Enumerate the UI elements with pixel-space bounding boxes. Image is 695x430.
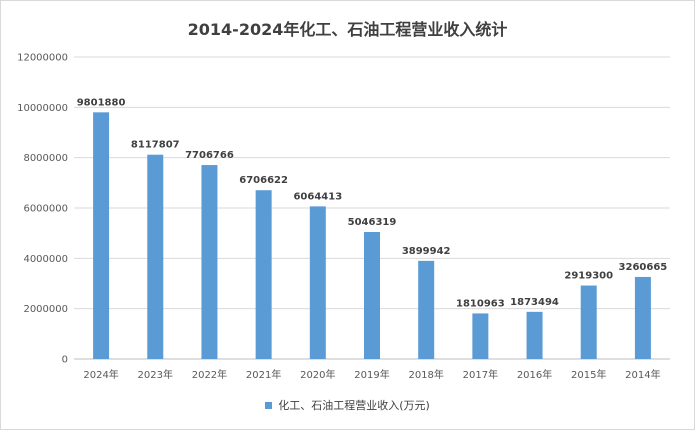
y-tick-label: 10000000 (17, 103, 68, 114)
data-label: 3260665 (619, 262, 668, 273)
x-tick-label: 2020年 (300, 368, 335, 381)
x-tick-label: 2017年 (463, 368, 498, 381)
y-tick-label: 12000000 (17, 53, 68, 64)
data-label: 2919300 (564, 271, 613, 282)
bar (364, 232, 380, 359)
bar (201, 165, 218, 359)
bar (472, 313, 489, 359)
y-tick-label: 4000000 (23, 254, 68, 265)
bar (526, 311, 543, 359)
y-tick-label: 8000000 (23, 153, 68, 164)
chart-legend: 化工、石油工程营业收入(万元) (0, 397, 695, 413)
chart-title: 2014-2024年化工、石油工程营业收入统计 (187, 20, 508, 39)
legend-swatch (265, 401, 273, 409)
bar (309, 206, 326, 359)
bar (634, 276, 651, 359)
bar (418, 260, 435, 359)
x-tick-label: 2019年 (354, 368, 389, 381)
data-label: 6064413 (293, 191, 342, 202)
data-label: 7706766 (185, 150, 234, 161)
bar (93, 112, 110, 359)
data-label: 8117807 (131, 140, 180, 151)
x-tick-label: 2024年 (83, 368, 118, 381)
x-tick-label: 2014年 (625, 368, 660, 381)
x-tick-label: 2021年 (246, 368, 281, 381)
data-label: 1810963 (456, 298, 505, 309)
x-tick-label: 2018年 (408, 368, 443, 381)
x-tick-label: 2015年 (571, 368, 606, 381)
data-label: 6706622 (239, 175, 288, 186)
x-tick-label: 2016年 (517, 368, 552, 381)
x-tick-label: 2023年 (138, 368, 173, 381)
y-tick-label: 2000000 (23, 304, 68, 315)
data-label: 5046319 (348, 217, 397, 228)
bar (580, 285, 597, 359)
data-label: 3899942 (402, 246, 451, 257)
x-tick-label: 2022年 (192, 368, 227, 381)
data-label: 1873494 (510, 297, 559, 308)
y-tick-label: 6000000 (23, 204, 68, 215)
bar (255, 190, 272, 359)
data-label: 9801880 (77, 97, 126, 108)
legend-label: 化工、石油工程营业收入(万元) (278, 399, 430, 412)
bar (147, 154, 164, 359)
y-tick-label: 0 (62, 355, 68, 366)
